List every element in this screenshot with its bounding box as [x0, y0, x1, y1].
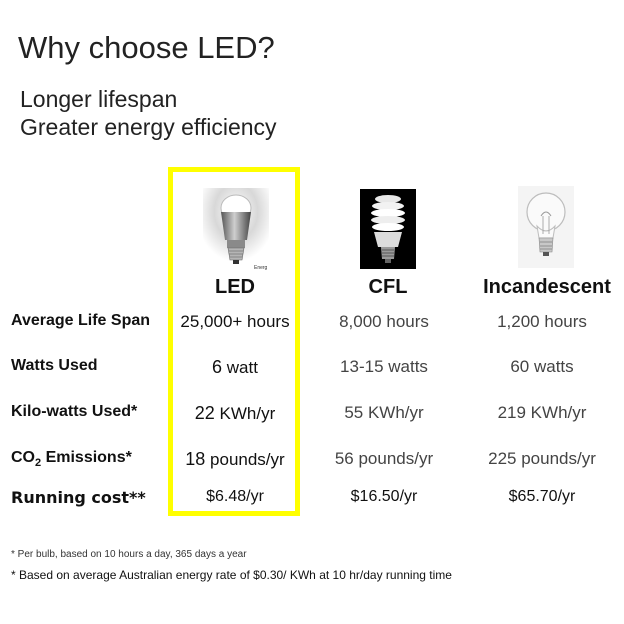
cfl-watts: 13-15 watts	[340, 357, 428, 376]
page-title: Why choose LED?	[18, 30, 275, 65]
row-label-watts: Watts Used	[11, 357, 98, 374]
row-label-emissions: CO2 Emissions*	[11, 449, 132, 469]
led-life-span: 25,000+ hours	[180, 312, 290, 331]
led-emissions-unit: pounds/yr	[205, 450, 285, 469]
row-label-life-span: Average Life Span	[11, 312, 151, 329]
cfl-running-cost: $16.50/yr	[350, 488, 418, 505]
column-header-incandescent: Incandescent	[483, 276, 611, 298]
incandescent-life-span: 1,200 hours	[497, 312, 587, 331]
led-kilowatts: 22 KWh/yr	[165, 403, 305, 424]
led-cost-unit: /yr	[246, 488, 264, 505]
led-kilowatts-unit: KWh/yr	[214, 404, 276, 423]
row-label-running-cost: Running cost**	[11, 488, 146, 507]
row-label-kilowatts: Kilo-watts Used*	[11, 403, 138, 420]
led-watts-number: 6	[212, 357, 223, 377]
led-watts-unit: watt	[222, 358, 258, 377]
led-emissions-number: 18	[185, 449, 206, 469]
incandescent-emissions: 225 pounds/yr	[488, 449, 596, 468]
emissions-label-subscript: 2	[35, 457, 42, 470]
cfl-kilowatts: 55 KWh/yr	[344, 403, 424, 422]
column-header-cfl: CFL	[368, 276, 408, 298]
cfl-bulb-image	[360, 189, 416, 269]
footnote-per-bulb: * Per bulb, based on 10 hours a day, 365…	[11, 549, 247, 560]
incandescent-kilowatts: 219 KWh/yr	[497, 403, 587, 422]
emissions-label-co: CO	[11, 449, 35, 466]
cfl-emissions: 56 pounds/yr	[334, 449, 434, 468]
incandescent-running-cost: $65.70/yr	[508, 488, 576, 505]
footnote-energy-rate: * Based on average Australian energy rat…	[11, 568, 452, 582]
subtitle-efficiency: Greater energy efficiency	[20, 114, 277, 140]
led-watts: 6 watt	[165, 357, 305, 378]
led-kilowatts-number: 22	[194, 403, 215, 423]
led-running-cost: $6.48/yr	[165, 488, 305, 506]
subtitle-lifespan: Longer lifespan	[20, 86, 178, 112]
led-cost-number: 6.48	[214, 488, 247, 505]
led-bulb-mark: Energ	[254, 265, 268, 271]
led-emissions: 18 pounds/yr	[165, 449, 305, 470]
column-header-led: LED	[215, 276, 255, 298]
led-highlight-box	[168, 167, 300, 516]
cfl-life-span: 8,000 hours	[339, 312, 429, 331]
led-bulb-image: Energ	[203, 188, 269, 272]
incandescent-watts: 60 watts	[510, 357, 574, 376]
emissions-label-rest: Emissions*	[41, 449, 132, 466]
led-cost-currency: $	[206, 488, 215, 505]
incandescent-bulb-image	[518, 186, 574, 268]
